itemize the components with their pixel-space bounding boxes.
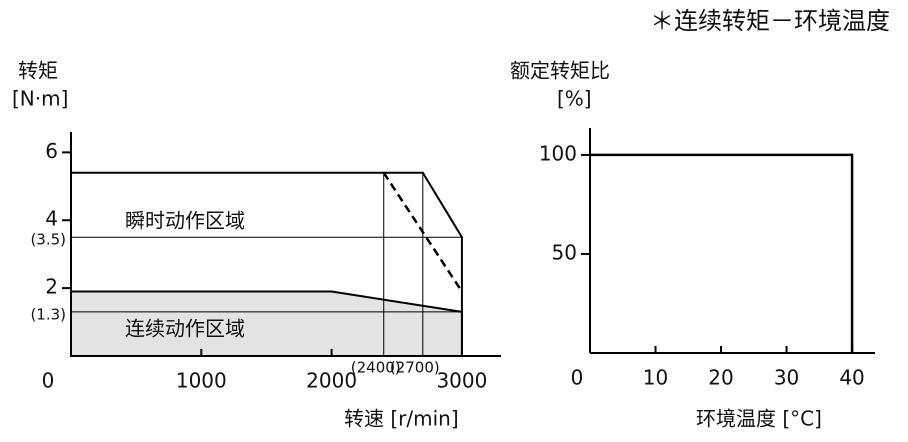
y-tick-label: 4 (45, 207, 58, 231)
y-tick-label: 50 (552, 240, 577, 264)
y-axis-label: 转矩 (18, 59, 58, 83)
region-label: 连续动作区域 (125, 317, 245, 341)
region-label: 瞬时动作区域 (125, 209, 245, 233)
line (590, 153, 854, 353)
x-tick-label: 10 (643, 366, 668, 390)
y-tick-label: 2 (45, 275, 58, 299)
x-tick-label: 1000 (176, 369, 227, 393)
y-tick-label: 100 (539, 141, 577, 165)
page-title: ＊连续转矩－环境温度 (650, 7, 890, 35)
x-tick-label: 20 (708, 366, 733, 390)
y-tick-label: (1.3) (30, 305, 66, 323)
x-tick-label: 0 (42, 369, 55, 393)
x-tick-label: 3000 (436, 369, 487, 393)
x-tick-label: 30 (774, 366, 799, 390)
x-tick-label: 2000 (306, 369, 357, 393)
x-reference-label: (2400) (351, 359, 401, 377)
y-axis-label: [%] (557, 87, 592, 111)
y-axis-label: [N·m] (12, 87, 68, 111)
y-tick-label: (3.5) (30, 231, 66, 249)
x-tick-label: 0 (571, 366, 584, 390)
x-tick-label: 40 (839, 366, 864, 390)
x-reference-label: (2700) (390, 359, 440, 377)
x-axis-label: 转速 [r/min] (344, 407, 459, 431)
y-axis-label: 额定转矩比 (510, 59, 610, 83)
x-axis-label: 环境温度 [°C] (696, 407, 822, 431)
y-tick-label: 6 (45, 139, 58, 163)
